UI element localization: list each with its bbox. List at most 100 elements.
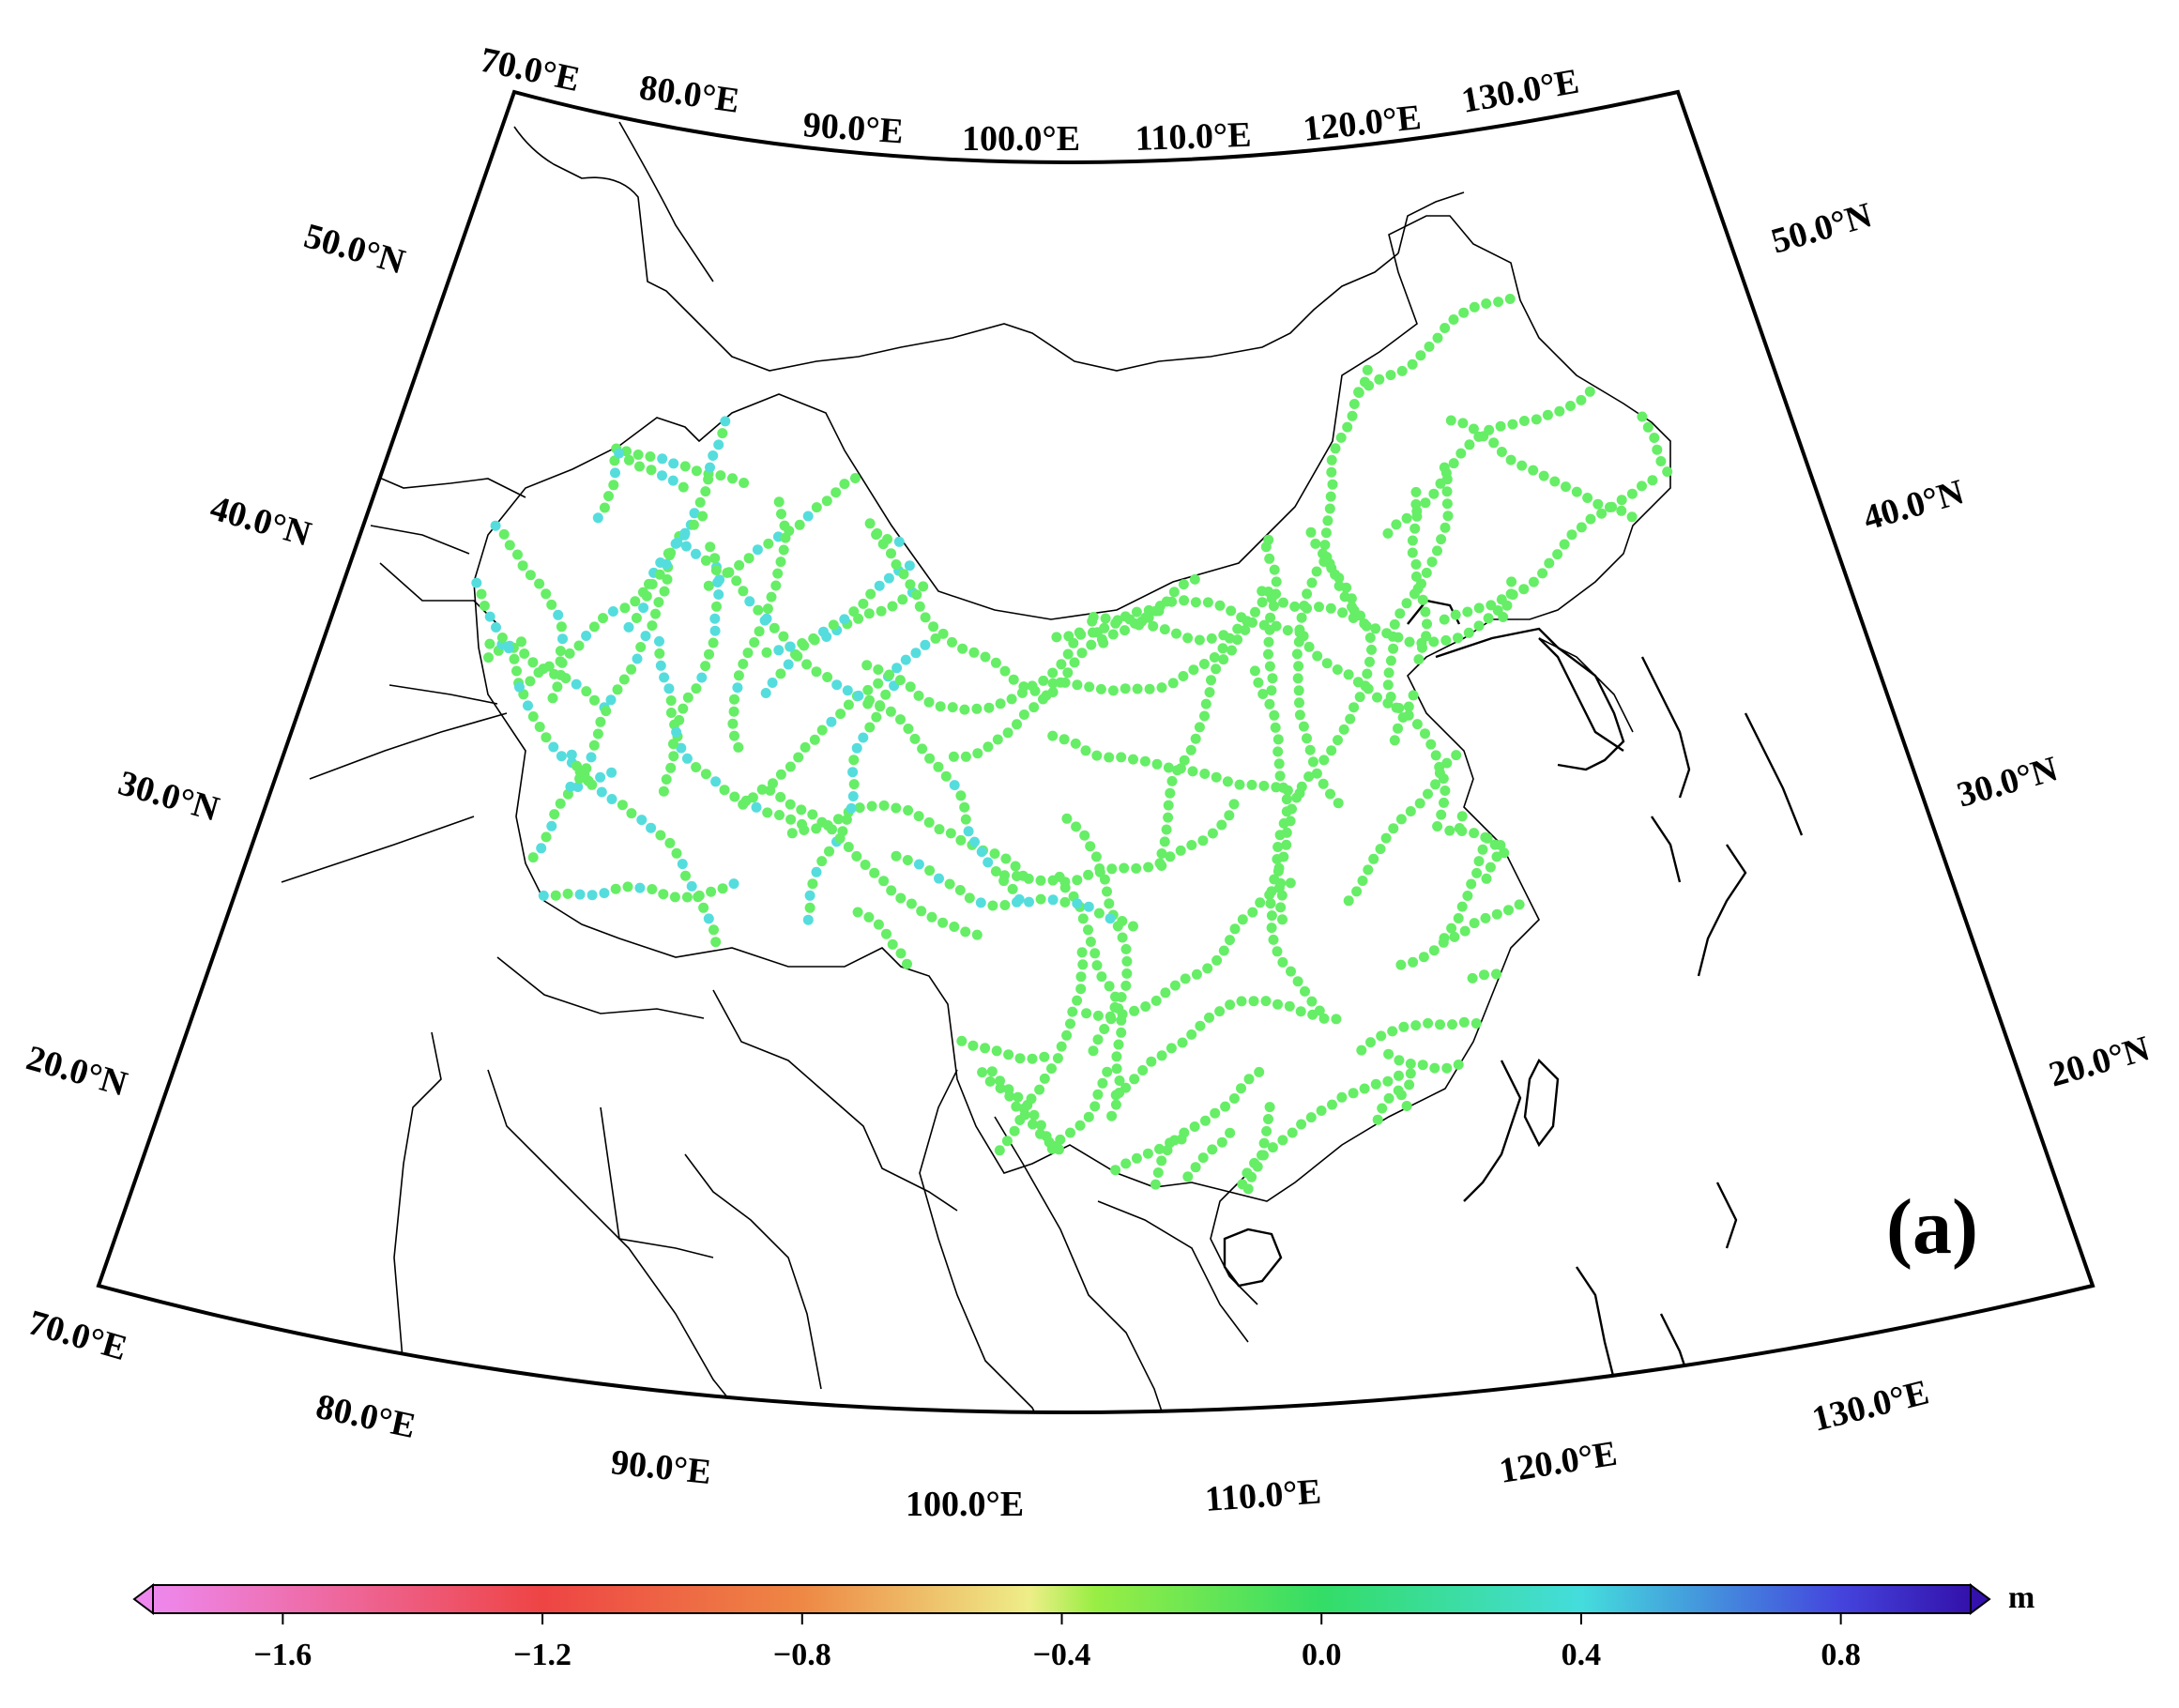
station-point (1035, 1128, 1045, 1139)
station-point (1405, 806, 1416, 816)
station-point (1163, 812, 1174, 823)
station-point (826, 716, 837, 727)
station-point (916, 906, 927, 917)
station-point (1322, 515, 1333, 526)
station-point (534, 578, 545, 589)
station-point (1481, 873, 1492, 884)
station-point (1129, 618, 1140, 629)
station-point (1146, 1056, 1157, 1067)
station-point (1388, 643, 1399, 654)
station-point (623, 621, 634, 633)
station-point (1300, 985, 1310, 997)
station-point (847, 767, 859, 778)
station-point (999, 900, 1011, 910)
station-point (1074, 1120, 1086, 1131)
station-point (1565, 401, 1576, 411)
station-point (565, 781, 576, 792)
station-point (1404, 636, 1415, 648)
station-point (1501, 600, 1513, 611)
station-point (664, 837, 676, 848)
station-point (1028, 1119, 1038, 1130)
station-point (1304, 744, 1316, 755)
station-point (1395, 814, 1407, 825)
station-point (1096, 971, 1107, 983)
station-point (1503, 905, 1514, 916)
station-point (608, 480, 619, 491)
station-point (785, 814, 797, 825)
station-point (775, 769, 786, 780)
station-point (1349, 702, 1360, 713)
station-point (1318, 755, 1330, 766)
station-point (1140, 1001, 1151, 1012)
station-point (1072, 898, 1083, 909)
bottom-lon-label: 110.0°E (1204, 1472, 1323, 1519)
station-point (1450, 609, 1461, 620)
station-point (1104, 752, 1115, 763)
station-point (863, 608, 875, 619)
station-point (1417, 1060, 1428, 1071)
station-point (1085, 841, 1096, 852)
station-point (632, 450, 644, 460)
station-point (566, 749, 577, 760)
station-point (959, 801, 970, 813)
station-point (1278, 597, 1288, 608)
bottom-lon-label: 100.0°E (906, 1485, 1024, 1524)
station-point (1470, 1018, 1482, 1029)
station-point (1554, 405, 1565, 417)
station-point (659, 672, 670, 683)
station-point (1018, 709, 1029, 720)
station-point (553, 609, 564, 620)
station-point (848, 779, 860, 790)
station-point (1353, 387, 1364, 398)
station-point (667, 475, 678, 486)
station-point (886, 885, 897, 896)
station-point (1093, 907, 1105, 919)
station-point (1172, 765, 1183, 776)
station-point (1272, 746, 1284, 757)
station-point (1394, 1070, 1404, 1081)
station-point (900, 654, 911, 665)
station-point (1468, 423, 1479, 435)
station-point (923, 696, 935, 708)
station-point (1464, 439, 1475, 450)
station-point (671, 847, 682, 859)
station-point (1616, 495, 1627, 506)
station-point (1311, 768, 1322, 779)
station-point (1356, 1045, 1367, 1056)
station-point (1272, 734, 1284, 745)
station-point (995, 1083, 1006, 1093)
panel-label: (a) (1886, 1183, 1978, 1271)
station-point (822, 672, 833, 682)
station-point (811, 866, 822, 877)
station-point (595, 716, 606, 727)
station-point (891, 559, 902, 570)
station-point (1462, 891, 1473, 901)
station-point (1544, 557, 1555, 569)
station-point (862, 684, 874, 695)
station-point (1538, 470, 1549, 481)
station-point (1202, 963, 1213, 974)
station-point (1414, 798, 1425, 809)
station-point (1083, 1111, 1094, 1122)
station-point (752, 544, 763, 556)
station-point (1531, 414, 1542, 425)
station-point (947, 702, 958, 713)
station-point (1152, 1167, 1164, 1178)
station-point (1345, 713, 1356, 724)
station-point (1110, 1165, 1121, 1176)
station-point (552, 681, 563, 693)
station-point (509, 653, 520, 664)
station-point (905, 681, 916, 693)
station-point (968, 1040, 979, 1051)
station-point (1132, 683, 1143, 694)
station-point (1607, 501, 1618, 512)
station-point (937, 628, 949, 639)
station-point (1432, 821, 1443, 831)
station-point (1364, 380, 1375, 391)
station-point (802, 511, 814, 522)
station-point (1234, 779, 1245, 790)
station-point (1486, 600, 1497, 611)
station-point (1242, 1167, 1253, 1179)
station-point (913, 690, 924, 701)
